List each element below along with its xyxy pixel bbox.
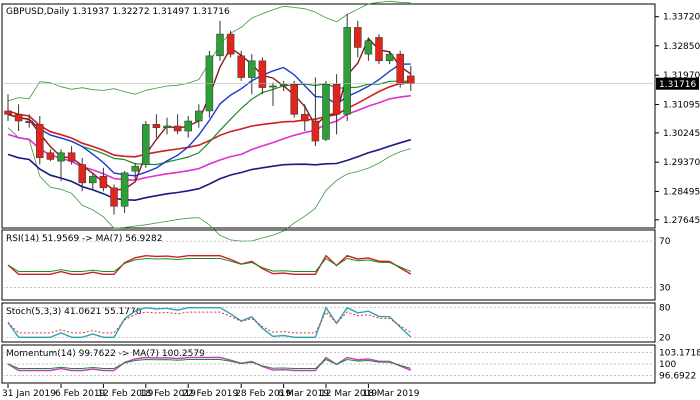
candle-bear xyxy=(396,53,404,85)
candle-bull xyxy=(163,125,171,128)
candle-bear xyxy=(67,152,76,162)
candles xyxy=(4,14,415,215)
price-axis: 1.33720 1.32850 1.31970 1.31095 1.30245 1.293… xyxy=(2,13,700,226)
indicator-line xyxy=(7,254,412,275)
indicator-level-label: 80 xyxy=(659,304,671,314)
indicator-level-label: 96.6922 xyxy=(659,371,696,381)
indicator-line xyxy=(7,311,412,334)
candle-bull xyxy=(142,124,150,165)
indicator-level-label: 70 xyxy=(659,237,671,247)
candle-bear xyxy=(4,110,12,115)
candle-bull xyxy=(269,85,277,88)
candle-bull xyxy=(89,175,97,184)
candle-bear xyxy=(332,83,341,115)
indicator-label: RSI(14) 51.9569 -> MA(7) 56.9282 xyxy=(6,234,162,244)
ma-long xyxy=(7,138,412,202)
candle-bull xyxy=(184,120,192,132)
indicator-label: Momentum(14) 99.7622 -> MA(7) 100.2579 xyxy=(6,349,205,359)
candle-bear xyxy=(301,114,309,122)
candle-bull xyxy=(120,172,129,207)
candle-bear xyxy=(290,83,298,115)
indicator-line xyxy=(7,257,411,272)
date-tick-label: 28 Feb 2019 xyxy=(235,389,291,399)
indicator-panel-border xyxy=(1,229,656,301)
date-tick-label: 12 Mar 2019 xyxy=(320,389,377,399)
price-tick-label: 1.30245 xyxy=(663,129,700,139)
indicator-level-label: 30 xyxy=(659,283,671,293)
current-price-box xyxy=(656,77,699,90)
candle-bull xyxy=(279,83,288,87)
candle-bear xyxy=(36,124,44,159)
indicator-line xyxy=(7,306,412,338)
indicator-level-label: 20 xyxy=(659,333,671,343)
date-tick-label: 18 Feb 2019 xyxy=(140,389,196,399)
candle-bull xyxy=(248,60,256,78)
candle-bear xyxy=(110,187,118,207)
date-tick-label: 22 Feb 2019 xyxy=(182,389,238,399)
candle-bear xyxy=(258,60,267,88)
date-tick-label: 18 Mar 2019 xyxy=(362,389,419,399)
price-tick-label: 1.31095 xyxy=(663,100,700,110)
candle-bear xyxy=(173,125,182,132)
date-tick-label: 12 Feb 2019 xyxy=(97,389,153,399)
indicator-line xyxy=(7,358,411,369)
candle-bull xyxy=(216,33,224,57)
candle-bear xyxy=(99,175,108,189)
candle-bear xyxy=(237,55,245,78)
price-tick-label: 1.27645 xyxy=(663,216,700,226)
indicator-panels: RSI(14) 51.9569 -> MA(7) 56.9282 70 30 Stoc… xyxy=(1,229,700,384)
candle-bear xyxy=(407,75,415,84)
candle-bull xyxy=(364,40,373,55)
date-tick-label: 6 Feb 2019 xyxy=(55,389,106,399)
price-tick-label: 1.32850 xyxy=(663,42,700,52)
price-tick-label: 1.31970 xyxy=(663,71,700,81)
candle-bear xyxy=(14,114,23,122)
indicator-label: Stoch(5,3,3) 41.0621 55.1776 xyxy=(6,307,142,317)
candle-bear xyxy=(226,33,235,55)
date-tick-label: 6 Mar 2019 xyxy=(278,389,330,399)
candle-bear xyxy=(375,37,383,62)
chart-header: GBPUSD,Daily 1.31937 1.32272 1.31497 1.3… xyxy=(6,7,230,17)
candle-bull xyxy=(205,55,214,112)
main-panel xyxy=(1,3,656,229)
candle-bull xyxy=(131,165,139,172)
candle-bear xyxy=(354,27,362,48)
candle-bull xyxy=(385,53,394,62)
main-panel-border xyxy=(1,3,656,229)
candle-bull xyxy=(343,27,351,115)
candle-bear xyxy=(25,120,33,123)
indicator-level-label: 103.1718 xyxy=(659,349,700,359)
indicator-panel-border xyxy=(1,302,656,343)
price-tick-label: 1.28495 xyxy=(663,187,700,197)
candle-bull xyxy=(195,110,203,122)
indicator-level-label: 100 xyxy=(659,360,676,370)
indicator-line xyxy=(7,356,412,372)
bollinger-lower xyxy=(7,127,411,242)
price-tick-label: 1.33720 xyxy=(663,13,700,23)
candle-bear xyxy=(78,164,86,184)
candle-bull xyxy=(57,152,65,162)
price-tick-label: 1.29370 xyxy=(663,158,700,168)
candle-bear xyxy=(46,152,55,160)
ma-mid xyxy=(7,94,411,182)
date-tick-label: 31 Jan 2019 xyxy=(2,389,56,399)
candle-bear xyxy=(152,124,161,128)
candle-bear xyxy=(311,120,320,142)
candle-bull xyxy=(322,83,330,140)
current-price-label: 1.31716 xyxy=(659,80,696,90)
